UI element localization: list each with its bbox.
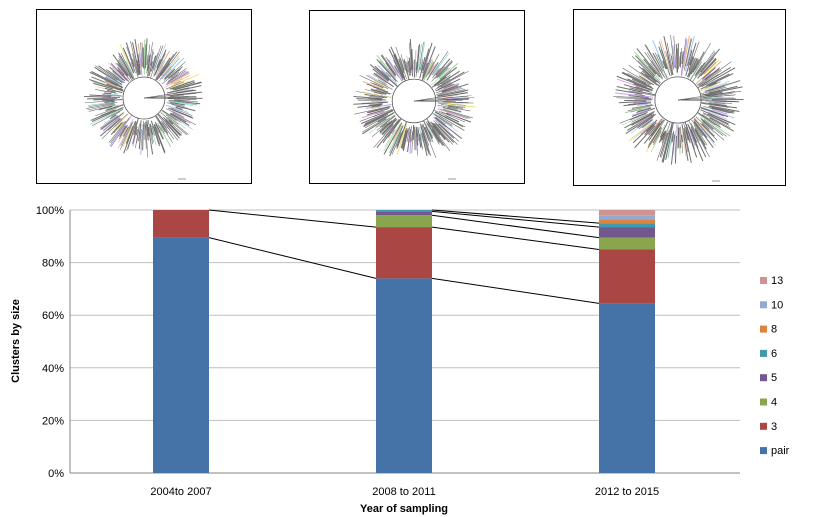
tree-branches (613, 35, 744, 182)
bar-segment-pair-2 (376, 278, 432, 473)
phylogenetic-tree-image-3 (613, 35, 744, 182)
tree-panel-3 (573, 9, 786, 186)
bar-segment-3-1 (153, 210, 209, 238)
y-axis-title: Clusters by size (10, 299, 22, 383)
tree-branches (353, 39, 476, 180)
tree-panel-1 (36, 9, 252, 184)
x-tick-label: 2008 to 2011 (372, 486, 435, 498)
legend-swatch-5 (760, 374, 767, 382)
legend-label-pair: pair (771, 445, 790, 457)
bar-segment-5-3 (599, 227, 655, 238)
bar-segment-6-2 (376, 210, 432, 212)
grid-lines (70, 209, 740, 474)
y-tick-label: 80% (42, 258, 64, 270)
y-tick-label: 40% (42, 363, 64, 375)
bar-segment-3-3 (599, 249, 655, 304)
legend: 13 10 8 6 5 4 3 pair (760, 275, 790, 457)
legend-label-13: 13 (771, 275, 783, 287)
bar-segment-5-2 (376, 211, 432, 216)
bar-segment-4-3 (599, 237, 655, 250)
connector-lines (208, 209, 600, 304)
y-tick-label: 100% (36, 205, 64, 217)
connector-line (208, 237, 377, 279)
legend-label-3: 3 (771, 421, 777, 433)
legend-swatch-8 (760, 325, 767, 333)
connector-line (431, 277, 600, 304)
connector-line (208, 209, 377, 228)
bar-segment-8-3 (599, 219, 655, 224)
legend-swatch-4 (760, 398, 767, 406)
bar-segment-3-2 (376, 227, 432, 279)
phylogenetic-tree-image-2 (353, 39, 476, 180)
bar-segment-4-2 (376, 215, 432, 228)
legend-label-4: 4 (771, 397, 777, 409)
connector-line (431, 209, 600, 224)
x-axis-title: Year of sampling (360, 503, 448, 515)
x-tick-label: 2004to 2007 (150, 486, 211, 498)
y-tick-label: 60% (42, 310, 64, 322)
y-tick-label: 20% (42, 415, 64, 427)
legend-label-8: 8 (771, 324, 777, 336)
axes: 0% 20% 40% 60% 80% 100% 2004to 2007 2008 to 201… (36, 205, 659, 498)
tree-branches (84, 38, 203, 180)
legend-label-5: 5 (771, 372, 777, 384)
phylogenetic-tree-image-1 (84, 38, 203, 180)
connector-line (431, 214, 600, 239)
legend-swatch-pair (760, 447, 767, 455)
bar-segment-pair-3 (599, 303, 655, 473)
x-tick-label: 2012 to 2015 (595, 486, 659, 498)
legend-label-6: 6 (771, 348, 777, 360)
connector-line (431, 226, 600, 250)
y-tick-label: 0% (48, 468, 64, 480)
legend-swatch-3 (760, 422, 767, 430)
bars (153, 210, 655, 473)
bar-segment-13-3 (599, 210, 655, 216)
connector-line (431, 210, 600, 228)
bar-segment-10-3 (599, 215, 655, 220)
bar-segment-6-3 (599, 223, 655, 228)
legend-label-10: 10 (771, 299, 783, 311)
tree-panel-2 (309, 10, 525, 184)
bar-segment-pair-1 (153, 237, 209, 473)
legend-swatch-6 (760, 349, 767, 357)
legend-swatch-13 (760, 277, 767, 284)
legend-swatch-10 (760, 301, 767, 309)
